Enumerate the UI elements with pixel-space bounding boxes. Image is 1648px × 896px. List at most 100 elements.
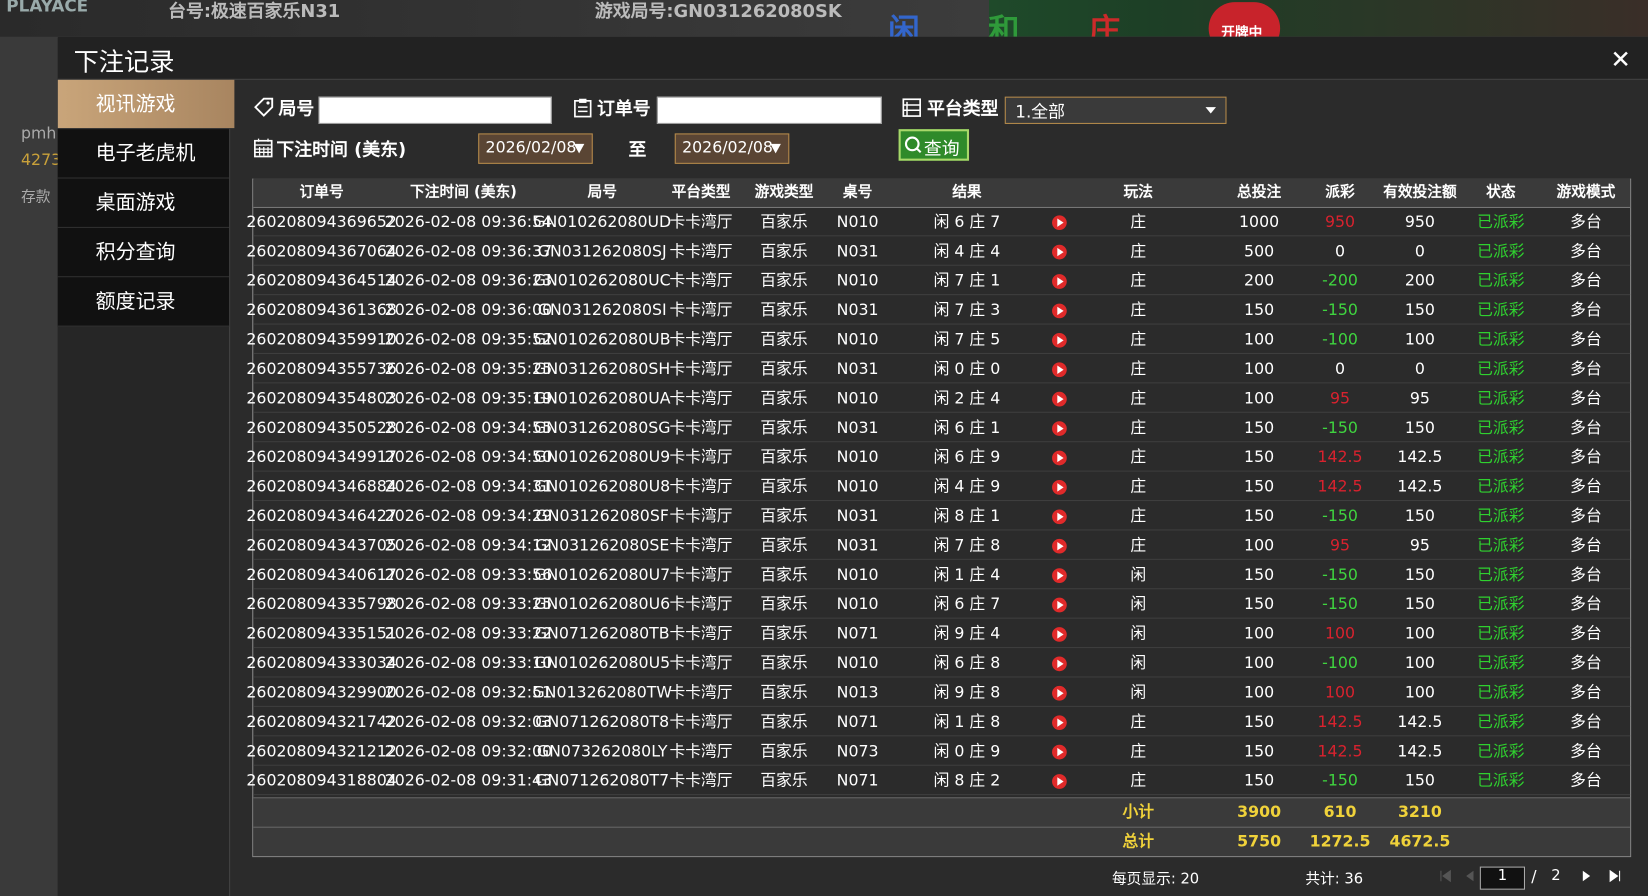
sidebar-item[interactable]: 额度记录 [57,277,230,327]
cell-payout: -100 [1322,653,1358,673]
order-input[interactable] [656,96,882,124]
cell-table: N010 [836,329,879,349]
cell-order: 260208094343705 [246,535,397,555]
cell-play: 庄 [1130,506,1147,526]
tag-icon [254,97,274,117]
cell-mode: 多台 [1570,447,1602,467]
cell-bet: 200 [1244,271,1275,290]
date-from[interactable] [478,133,593,164]
result-video-icon[interactable] [1052,685,1067,701]
game-sidebar-background [0,36,58,896]
cell-status: 已派彩 [1477,241,1525,261]
first-page-button[interactable] [1439,869,1452,883]
cell-result: 闲 7 庄 3 [933,300,1001,320]
result-video-icon[interactable] [1052,421,1067,436]
cell-result: 闲 7 庄 8 [933,535,1001,555]
cell-valid: 150 [1404,506,1435,526]
result-video-icon[interactable] [1052,450,1067,466]
cell-round: GN073262080LY [536,741,668,761]
cell-table: N010 [836,447,879,467]
page-input[interactable] [1479,866,1526,890]
cell-game: 百家乐 [760,682,808,702]
table-row [253,236,1631,266]
cell-status: 已派彩 [1477,212,1525,232]
cell-mode: 多台 [1570,682,1602,702]
date-arrow [770,143,781,154]
result-video-icon[interactable] [1052,509,1067,525]
cell-order: 260208094349917 [246,447,397,467]
result-video-icon[interactable] [1052,656,1067,672]
search-button[interactable] [898,129,970,161]
cell-result: 闲 9 庄 4 [933,623,1001,643]
next-page-button[interactable] [1581,870,1594,883]
deposit-link[interactable]: 存款 [21,189,51,206]
sidebar-item[interactable]: 桌面游戏 [57,178,230,228]
close-button[interactable] [1612,50,1629,67]
column-header: 平台类型 [671,183,731,201]
cell-result: 闲 6 庄 7 [933,594,1001,614]
column-header: 结果 [952,183,982,201]
result-video-icon[interactable] [1052,480,1067,495]
cell-table: N013 [836,682,879,702]
result-video-icon[interactable] [1052,538,1067,554]
table-row [253,413,1631,443]
dropdown-arrow [1205,107,1217,114]
result-video-icon[interactable] [1052,774,1067,789]
result-video-icon[interactable] [1052,568,1067,583]
cell-time: 2026-02-08 09:34:50 [384,447,553,467]
cell-mode: 多台 [1570,770,1602,790]
cell-order: 260208094318804 [246,770,397,790]
sidebar-item[interactable]: 积分查询 [57,227,230,278]
cell-play: 庄 [1130,712,1147,732]
cell-bet: 150 [1244,418,1275,437]
summary-payout: 610 [1323,802,1357,822]
result-video-icon[interactable] [1052,332,1067,348]
cell-payout: 95 [1329,388,1351,408]
filter-label: 订单号 [596,98,651,120]
result-video-icon[interactable] [1052,744,1067,760]
cell-table: N010 [836,653,879,673]
cell-order: 260208094350528 [246,418,397,437]
cell-valid: 150 [1404,300,1435,320]
result-video-icon[interactable] [1052,362,1067,378]
list-icon [902,98,921,117]
summary-bet: 3900 [1237,802,1282,822]
cell-status: 已派彩 [1477,359,1525,379]
table-row [253,354,1631,384]
cell-valid: 95 [1409,388,1430,408]
result-video-icon[interactable] [1052,627,1067,642]
cell-platform: 卡卡湾厅 [669,359,733,379]
cell-round: GN010262080U5 [534,653,671,673]
sidebar-item[interactable]: 视讯游戏 [57,79,235,130]
prev-page-button[interactable] [1463,870,1476,883]
cell-play: 庄 [1130,418,1147,437]
result-video-icon[interactable] [1052,303,1067,319]
result-video-icon[interactable] [1052,391,1067,407]
cell-order: 260208094346884 [246,476,397,496]
cell-round: GN010262080U6 [534,594,671,614]
result-video-icon[interactable] [1052,215,1067,231]
result-video-icon[interactable] [1052,274,1067,289]
cell-status: 已派彩 [1477,388,1525,408]
cell-table: N031 [836,506,879,526]
round-input[interactable] [318,96,552,124]
table-row [253,736,1631,766]
cell-platform: 卡卡湾厅 [669,447,733,467]
cell-status: 已派彩 [1477,418,1525,437]
filter-label: 下注时间 (美东) [276,139,407,161]
result-video-icon[interactable] [1052,597,1067,613]
cell-platform: 卡卡湾厅 [669,653,733,673]
date-to[interactable] [674,133,790,164]
result-video-icon[interactable] [1052,715,1067,731]
cell-valid: 100 [1404,623,1435,643]
result-video-icon[interactable] [1052,244,1067,260]
cell-game: 百家乐 [760,418,808,437]
filter-label: 平台类型 [926,98,999,120]
summary-payout: 1272.5 [1309,831,1371,851]
cell-payout: -150 [1322,418,1358,437]
last-page-button[interactable] [1609,869,1622,883]
summary-label: 总计 [1122,831,1154,851]
sidebar-item[interactable]: 电子老虎机 [57,129,230,179]
platform-select[interactable] [1004,96,1227,124]
round-label: 游戏局号:GN031262080SK [594,1,842,23]
